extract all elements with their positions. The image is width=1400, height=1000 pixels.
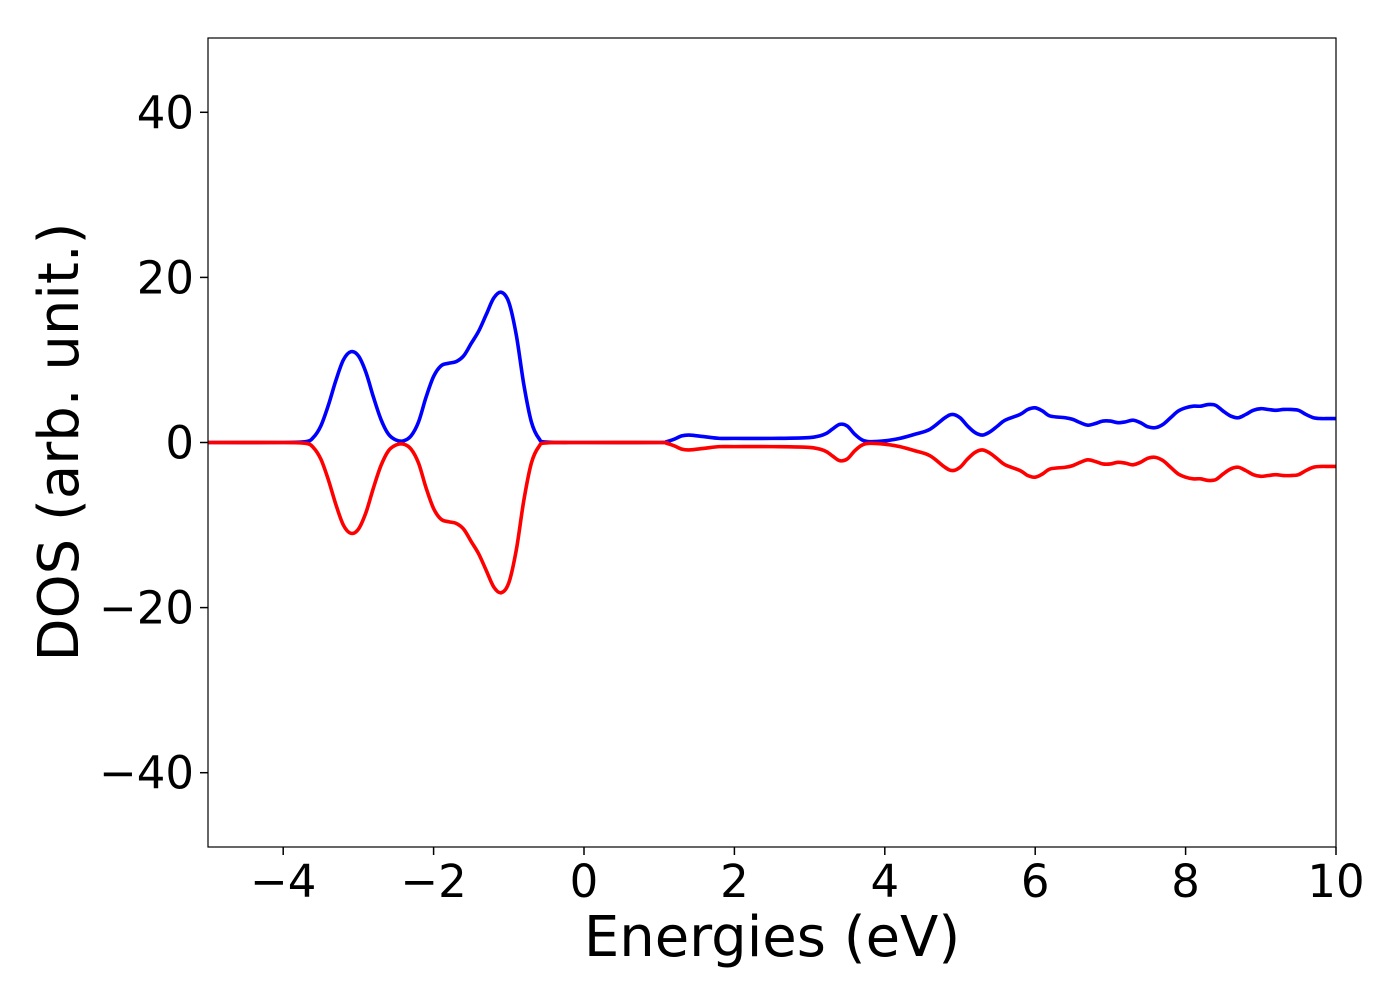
x-axis-ticks: −4 −2 0 2 4 6 8 10 [250,847,1365,908]
y-axis-ticks: −40 −20 0 20 40 [99,86,208,800]
x-tick-label: −4 [250,855,316,908]
y-tick-label: −20 [99,582,194,635]
y-tick-label: 40 [137,86,194,139]
x-tick-label: 2 [720,855,749,908]
x-tick-label: −2 [400,855,466,908]
dos-curve-negative [207,440,1336,595]
x-tick-label: 6 [1021,855,1050,908]
y-tick-label: −40 [99,747,194,800]
dos-curve-positive [207,290,1336,445]
x-axis-label: Energies (eV) [584,905,960,970]
plot-frame [207,37,1337,848]
x-tick-label: 0 [570,855,599,908]
x-tick-label: 10 [1307,855,1364,908]
x-tick-label: 4 [870,855,899,908]
y-axis-label: DOS (arb. unit.) [27,222,92,661]
x-tick-label: 8 [1171,855,1200,908]
series-layer [207,290,1336,595]
y-tick-label: 20 [137,251,194,304]
y-tick-label: 0 [165,417,194,470]
